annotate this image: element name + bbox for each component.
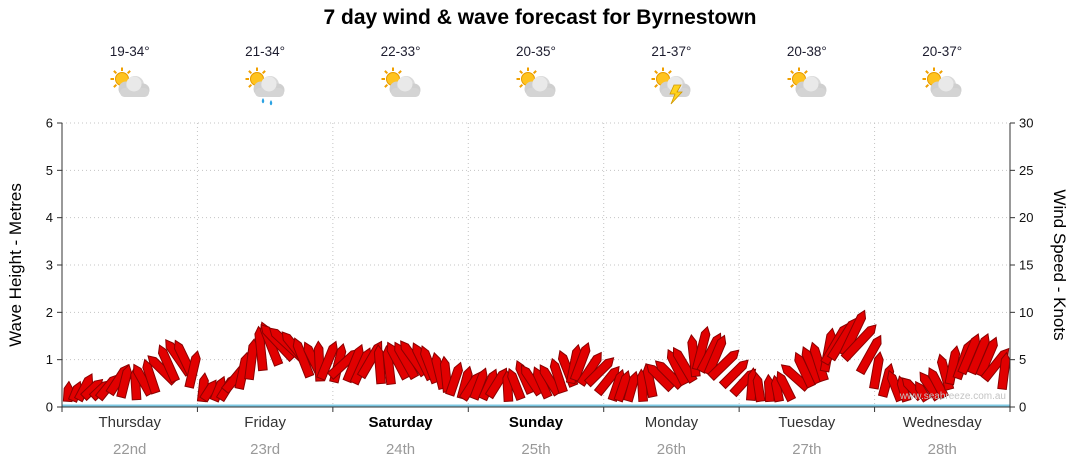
right-axis-label: Wind Speed - Knots	[1050, 189, 1069, 341]
day-temp-range: 21-34°	[245, 44, 286, 59]
chart-title: 7 day wind & wave forecast for Byrnestow…	[323, 6, 757, 29]
date-label: 26th	[656, 441, 686, 458]
svg-text:0: 0	[1019, 400, 1026, 415]
svg-text:2: 2	[46, 305, 53, 320]
day-temp-range: 20-35°	[516, 44, 556, 59]
day-label: Sunday	[508, 414, 564, 431]
svg-text:0: 0	[46, 400, 53, 415]
svg-text:3: 3	[46, 258, 53, 273]
date-label: 24th	[385, 441, 416, 458]
svg-text:6: 6	[46, 116, 53, 131]
sun-cloud-icon	[468, 64, 603, 110]
sun-cloud-icon	[739, 64, 874, 110]
day-label: Tuesday	[778, 414, 836, 431]
left-axis-label: Wave Height - Metres	[6, 183, 25, 347]
date-label: 27th	[792, 441, 822, 458]
watermark: www.seabreeze.com.au	[899, 391, 1006, 402]
day-temp-range: 19-34°	[109, 44, 150, 59]
sun-cloud-rain-icon	[197, 64, 332, 110]
day-temp-range: 20-38°	[786, 44, 827, 59]
day-temp-range: 21-37°	[651, 44, 692, 59]
svg-text:20: 20	[1019, 210, 1033, 225]
svg-text:4: 4	[46, 210, 53, 225]
day-label: Monday	[644, 414, 699, 431]
day-labels-row: Thursday Friday Saturday Sunday Monday Tuesda…	[62, 414, 1010, 431]
svg-text:5: 5	[1019, 352, 1026, 367]
svg-text:25: 25	[1019, 163, 1033, 178]
svg-text:10: 10	[1019, 305, 1033, 320]
svg-text:5: 5	[46, 163, 53, 178]
day-temp-range: 22-33°	[380, 44, 421, 59]
day-label: Saturday	[368, 414, 433, 431]
svg-text:15: 15	[1019, 258, 1033, 273]
sun-cloud-icon	[62, 64, 197, 110]
sun-cloud-icon	[333, 64, 468, 110]
thunderstorm-icon	[604, 64, 739, 110]
svg-text:1: 1	[46, 352, 53, 367]
weather-icons-row	[62, 64, 1010, 110]
date-label: 25th	[521, 441, 551, 458]
temperature-row: 19-34° 21-34° 22-33° 20-35° 21-37° 20-38° 20-3…	[62, 44, 1010, 59]
sun-cloud-icon	[875, 64, 1010, 110]
date-label: 23rd	[250, 441, 281, 458]
day-label: Friday	[244, 414, 286, 431]
day-temp-range: 20-37°	[922, 44, 963, 59]
date-label: 22nd	[113, 441, 147, 458]
date-label: 28th	[927, 441, 957, 458]
svg-text:30: 30	[1019, 116, 1033, 131]
date-labels-row: 22nd 23rd 24th 25th 26th 27th 28th	[62, 441, 1010, 458]
day-label: Thursday	[98, 414, 161, 431]
day-label: Wednesday	[902, 414, 982, 431]
